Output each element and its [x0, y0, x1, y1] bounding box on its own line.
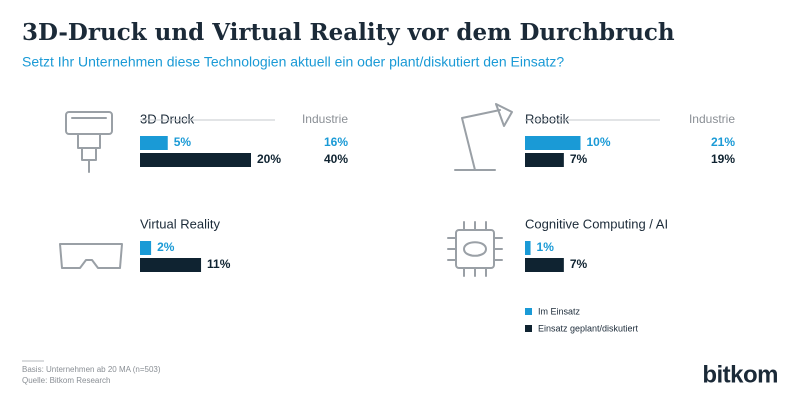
subtitle: Setzt Ihr Unternehmen diese Technologien…: [22, 54, 564, 70]
value-label: 2%: [157, 240, 175, 254]
value-label: 11%: [207, 257, 231, 271]
value-label: 1%: [537, 240, 555, 254]
legend-swatch: [525, 308, 532, 315]
comparison-value: 19%: [711, 152, 735, 166]
panel-title: 3D Druck: [140, 111, 195, 126]
legend-swatch: [525, 325, 532, 332]
icon-3d-printer: [65, 111, 113, 173]
icon-lamp: [454, 103, 513, 171]
bar: [140, 258, 202, 272]
footnote: Basis: Unternehmen ab 20 MA (n=503): [22, 365, 161, 374]
legend-label: Einsatz geplant/diskutiert: [538, 323, 639, 333]
value-label: 7%: [570, 257, 588, 271]
bar: [525, 258, 564, 272]
bar: [140, 153, 251, 167]
bar: [140, 136, 168, 150]
comparison-label: Industrie: [302, 112, 348, 126]
comparison-value: 21%: [711, 135, 735, 149]
value-label: 10%: [587, 135, 611, 149]
value-label: 5%: [174, 135, 192, 149]
bar: [140, 241, 152, 255]
logo: bitkom: [702, 361, 778, 388]
comparison-value: 16%: [324, 135, 348, 149]
panel-title: Robotik: [525, 111, 570, 126]
icon-chip: [447, 221, 503, 277]
bar: [525, 241, 531, 255]
title: 3D-Druck und Virtual Reality vor dem Dur…: [22, 19, 675, 46]
footnote: Quelle: Bitkom Research: [22, 376, 110, 385]
comparison-value: 40%: [324, 152, 348, 166]
bar: [525, 136, 581, 150]
legend-label: Im Einsatz: [538, 306, 581, 316]
value-label: 20%: [257, 152, 281, 166]
panel-title: Virtual Reality: [140, 216, 220, 231]
comparison-label: Industrie: [689, 112, 735, 126]
icon-vr-glasses: [59, 243, 123, 269]
panel-title: Cognitive Computing / AI: [525, 216, 668, 231]
bar: [525, 153, 564, 167]
value-label: 7%: [570, 152, 588, 166]
